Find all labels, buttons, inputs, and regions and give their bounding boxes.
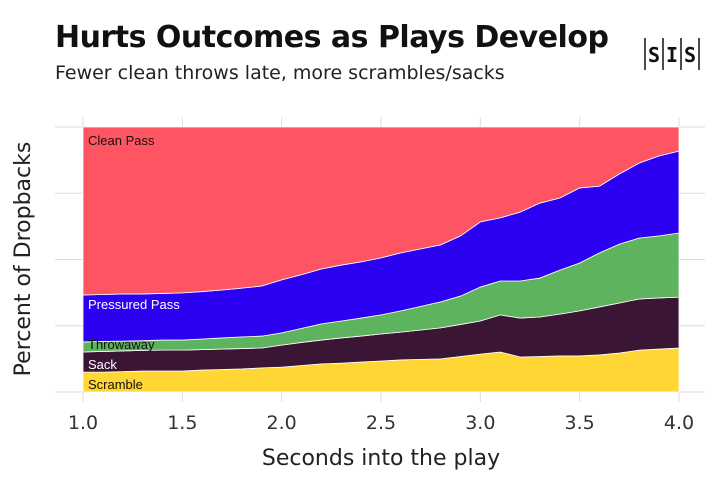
area-clean-pass [82, 126, 680, 296]
y-axis-label: Percent of Dropbacks [11, 142, 36, 377]
svg-text:I: I [666, 43, 678, 67]
x-axis-ticks: 1.0 1.5 2.0 2.5 3.0 3.5 4.0 [68, 412, 694, 434]
area-series [82, 126, 680, 393]
x-tick-label: 1.5 [167, 412, 197, 434]
x-tick-label: 1.0 [68, 412, 98, 434]
series-label: Scramble [88, 377, 143, 392]
x-tick-label: 3.5 [565, 412, 595, 434]
series-label: Sack [88, 357, 117, 372]
x-tick-label: 4.0 [664, 412, 694, 434]
x-tick-label: 3.0 [465, 412, 495, 434]
chart-title: Hurts Outcomes as Plays Develop [55, 20, 609, 55]
series-labels: Scramble Sack Throwaway Pressured Pass Clean… [88, 133, 180, 392]
series-label: Pressured Pass [88, 297, 180, 312]
svg-text:S: S [684, 43, 696, 67]
series-label: Clean Pass [88, 133, 155, 148]
x-axis-label: Seconds into the play [262, 446, 500, 471]
chart-subtitle: Fewer clean throws late, more scrambles/… [55, 62, 505, 84]
x-tick-label: 2.5 [366, 412, 396, 434]
x-tick-label: 2.0 [267, 412, 297, 434]
svg-text:S: S [648, 43, 660, 67]
series-label: Throwaway [88, 337, 155, 352]
